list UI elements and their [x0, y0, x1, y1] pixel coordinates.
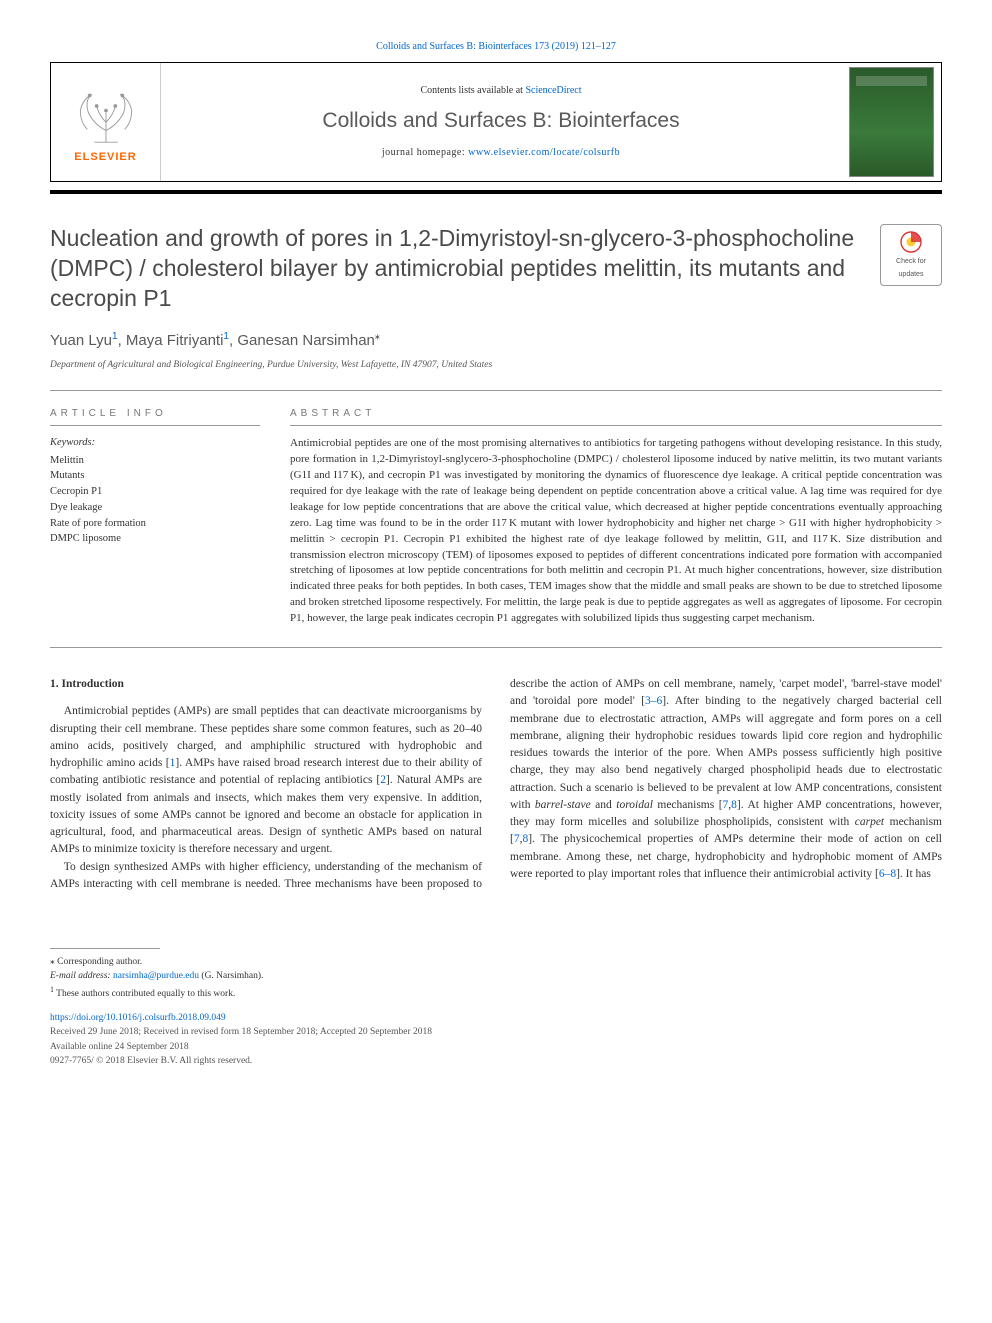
footer-block: ⁎ Corresponding author. E-mail address: … [50, 948, 942, 1068]
article-info-block: ARTICLE INFO Keywords: MelittinMutantsCe… [50, 407, 260, 627]
publisher-block: ELSEVIER [51, 63, 161, 181]
keywords-label: Keywords: [50, 436, 260, 451]
contents-line: Contents lists available at ScienceDirec… [169, 84, 833, 98]
citation-header: Colloids and Surfaces B: Biointerfaces 1… [50, 40, 942, 54]
publisher-label: ELSEVIER [74, 150, 136, 165]
check-updates-badge[interactable]: Check for updates [880, 224, 942, 286]
crossmark-icon [899, 230, 923, 254]
journal-cover-thumb [849, 67, 934, 177]
citation-3-6[interactable]: 3–6 [645, 695, 662, 707]
homepage-line: journal homepage: www.elsevier.com/locat… [169, 146, 833, 160]
keyword-item: Cecropin P1 [50, 484, 260, 500]
citation-link[interactable]: Colloids and Surfaces B: Biointerfaces 1… [376, 41, 616, 52]
body-text: 1. Introduction Antimicrobial peptides (… [50, 676, 942, 893]
info-bottom-rule [50, 647, 942, 648]
received-line: Received 29 June 2018; Received in revis… [50, 1025, 942, 1039]
doi-link[interactable]: https://doi.org/10.1016/j.colsurfb.2018.… [50, 1013, 226, 1023]
corresponding-email-link[interactable]: narsimha@purdue.edu [113, 971, 199, 981]
abstract-block: ABSTRACT Antimicrobial peptides are one … [290, 407, 942, 627]
journal-homepage-link[interactable]: www.elsevier.com/locate/colsurfb [468, 147, 620, 158]
keyword-item: Rate of pore formation [50, 516, 260, 532]
keyword-item: Mutants [50, 468, 260, 484]
elsevier-tree-icon [71, 78, 141, 148]
affiliation: Department of Agricultural and Biologica… [50, 359, 942, 372]
masthead-rule [50, 190, 942, 194]
cover-thumb-block [841, 63, 941, 181]
corresponding-note: ⁎ Corresponding author. [50, 955, 942, 969]
keyword-list: MelittinMutantsCecropin P1Dye leakageRat… [50, 453, 260, 548]
copyright-line: 0927-7765/ © 2018 Elsevier B.V. All righ… [50, 1054, 942, 1068]
paper-title: Nucleation and growth of pores in 1,2-Di… [50, 224, 860, 314]
abstract-text: Antimicrobial peptides are one of the mo… [290, 436, 942, 627]
available-line: Available online 24 September 2018 [50, 1040, 942, 1054]
keyword-item: DMPC liposome [50, 531, 260, 547]
keyword-item: Dye leakage [50, 500, 260, 516]
journal-masthead: ELSEVIER Contents lists available at Sci… [50, 62, 942, 182]
abstract-heading: ABSTRACT [290, 407, 942, 421]
email-line: E-mail address: narsimha@purdue.edu (G. … [50, 969, 942, 983]
journal-name: Colloids and Surfaces B: Biointerfaces [169, 106, 833, 135]
sciencedirect-link[interactable]: ScienceDirect [525, 85, 581, 96]
intro-heading: 1. Introduction [50, 676, 482, 693]
author-line: Yuan Lyu1, Maya Fitriyanti1, Ganesan Nar… [50, 330, 942, 351]
article-info-heading: ARTICLE INFO [50, 407, 260, 421]
citation-6-8[interactable]: 6–8 [879, 868, 896, 880]
equal-contribution-note: 1 These authors contributed equally to t… [50, 984, 942, 1001]
keyword-item: Melittin [50, 453, 260, 469]
